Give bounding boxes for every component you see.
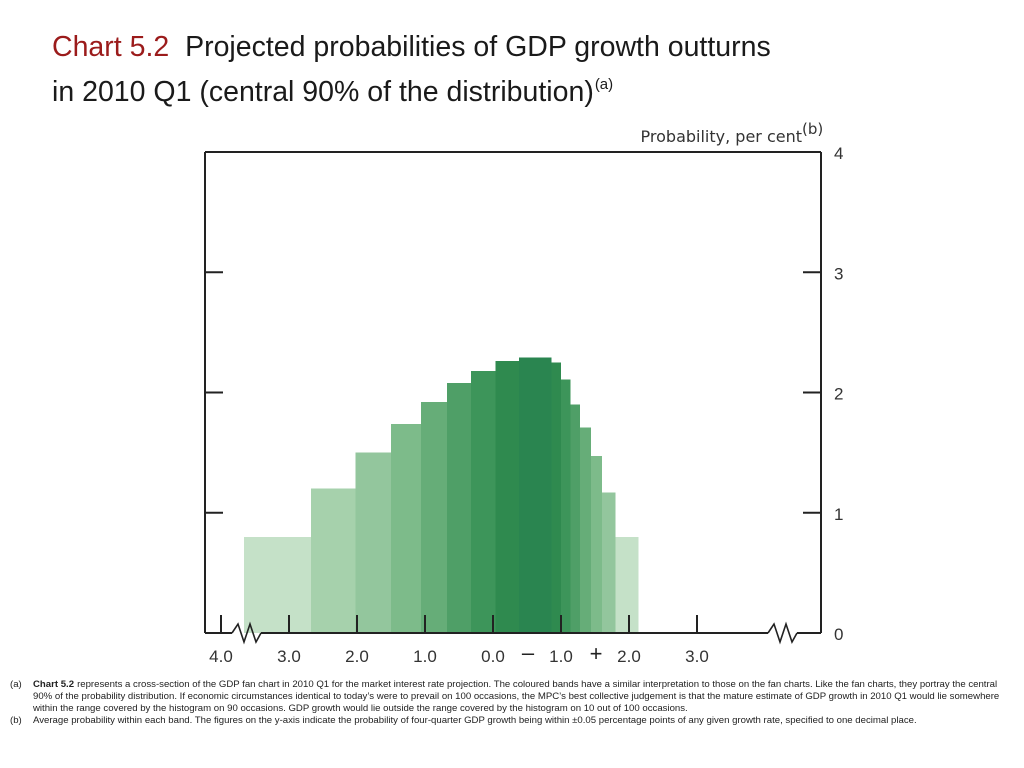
chart-title-line2: in 2010 Q1 (central 90% of the distribut…: [52, 76, 594, 108]
y-axis-label: Probability, per cent: [641, 127, 802, 146]
axis-break-left-icon: [231, 621, 262, 645]
histogram-chart: 0 1 2 3 4 4.0 3.0 2.0 1.0 0.0 1.0 2.0 3.0 – + Probabili…: [204, 120, 843, 666]
y-tick-label-4: 4: [834, 144, 843, 163]
chart-title: Chart 5.2 Projected probabilities of GDP…: [52, 28, 992, 111]
footnote-b-marker: (b): [10, 715, 22, 726]
histogram-bar-11: [570, 404, 581, 633]
footnote-a-ref: Chart 5.2: [33, 679, 75, 690]
histogram-bar-15: [615, 536, 639, 633]
y-tick-label-0: 0: [834, 625, 843, 644]
histogram-bar-10: [561, 379, 571, 633]
x-tick-label-3: 1.0: [413, 647, 437, 666]
y-tick-label-2: 2: [834, 385, 843, 404]
x-tick-label-2: 2.0: [345, 647, 369, 666]
footnote-b-text: Average probability within each band. Th…: [33, 715, 917, 726]
histogram-bar-5: [446, 382, 472, 633]
histogram-bar-4: [420, 402, 447, 633]
positive-sign-marker: +: [590, 641, 603, 666]
histogram-bar-0: [244, 536, 311, 633]
footnote-a-text: represents a cross-section of the GDP fa…: [33, 679, 1000, 714]
histogram-bar-8: [518, 357, 552, 633]
histogram-bar-12: [580, 427, 591, 633]
footnotes: (a) Chart 5.2 represents a cross-section o…: [10, 679, 1010, 727]
axes-layer: [204, 151, 822, 645]
chart-title-line1: Projected probabilities of GDP growth ou…: [185, 31, 771, 63]
bars-layer: [244, 357, 639, 633]
histogram-bar-2: [355, 452, 391, 633]
histogram-bar-7: [495, 361, 519, 633]
x-tick-label-0: 4.0: [209, 647, 233, 666]
x-tick-label-7: 3.0: [685, 647, 709, 666]
labels-layer: 0 1 2 3 4 4.0 3.0 2.0 1.0 0.0 1.0 2.0 3.0 – + Probabili…: [209, 120, 843, 666]
y-tick-label-3: 3: [834, 264, 843, 283]
footnote-b: (b) Average probability within each band.…: [10, 715, 1010, 727]
y-axis-label-superscript: (b): [802, 120, 823, 138]
chart-number: Chart 5.2: [52, 31, 170, 63]
x-tick-label-4: 0.0: [481, 647, 505, 666]
histogram-bar-13: [590, 456, 602, 633]
footnote-a: (a) Chart 5.2 represents a cross-section o…: [10, 679, 1010, 715]
histogram-bar-1: [310, 488, 356, 633]
histogram-bar-3: [391, 423, 421, 633]
y-tick-label-1: 1: [834, 505, 843, 524]
axis-break-right-icon: [767, 621, 798, 645]
histogram-bar-14: [601, 492, 616, 633]
x-tick-label-5: 1.0: [549, 647, 573, 666]
x-tick-label-1: 3.0: [277, 647, 301, 666]
x-tick-label-6: 2.0: [617, 647, 641, 666]
footnote-a-marker: (a): [10, 679, 22, 690]
title-footnote-marker: (a): [594, 76, 614, 93]
histogram-bar-9: [551, 362, 561, 633]
negative-sign-marker: –: [522, 640, 535, 665]
histogram-bar-6: [471, 370, 496, 633]
